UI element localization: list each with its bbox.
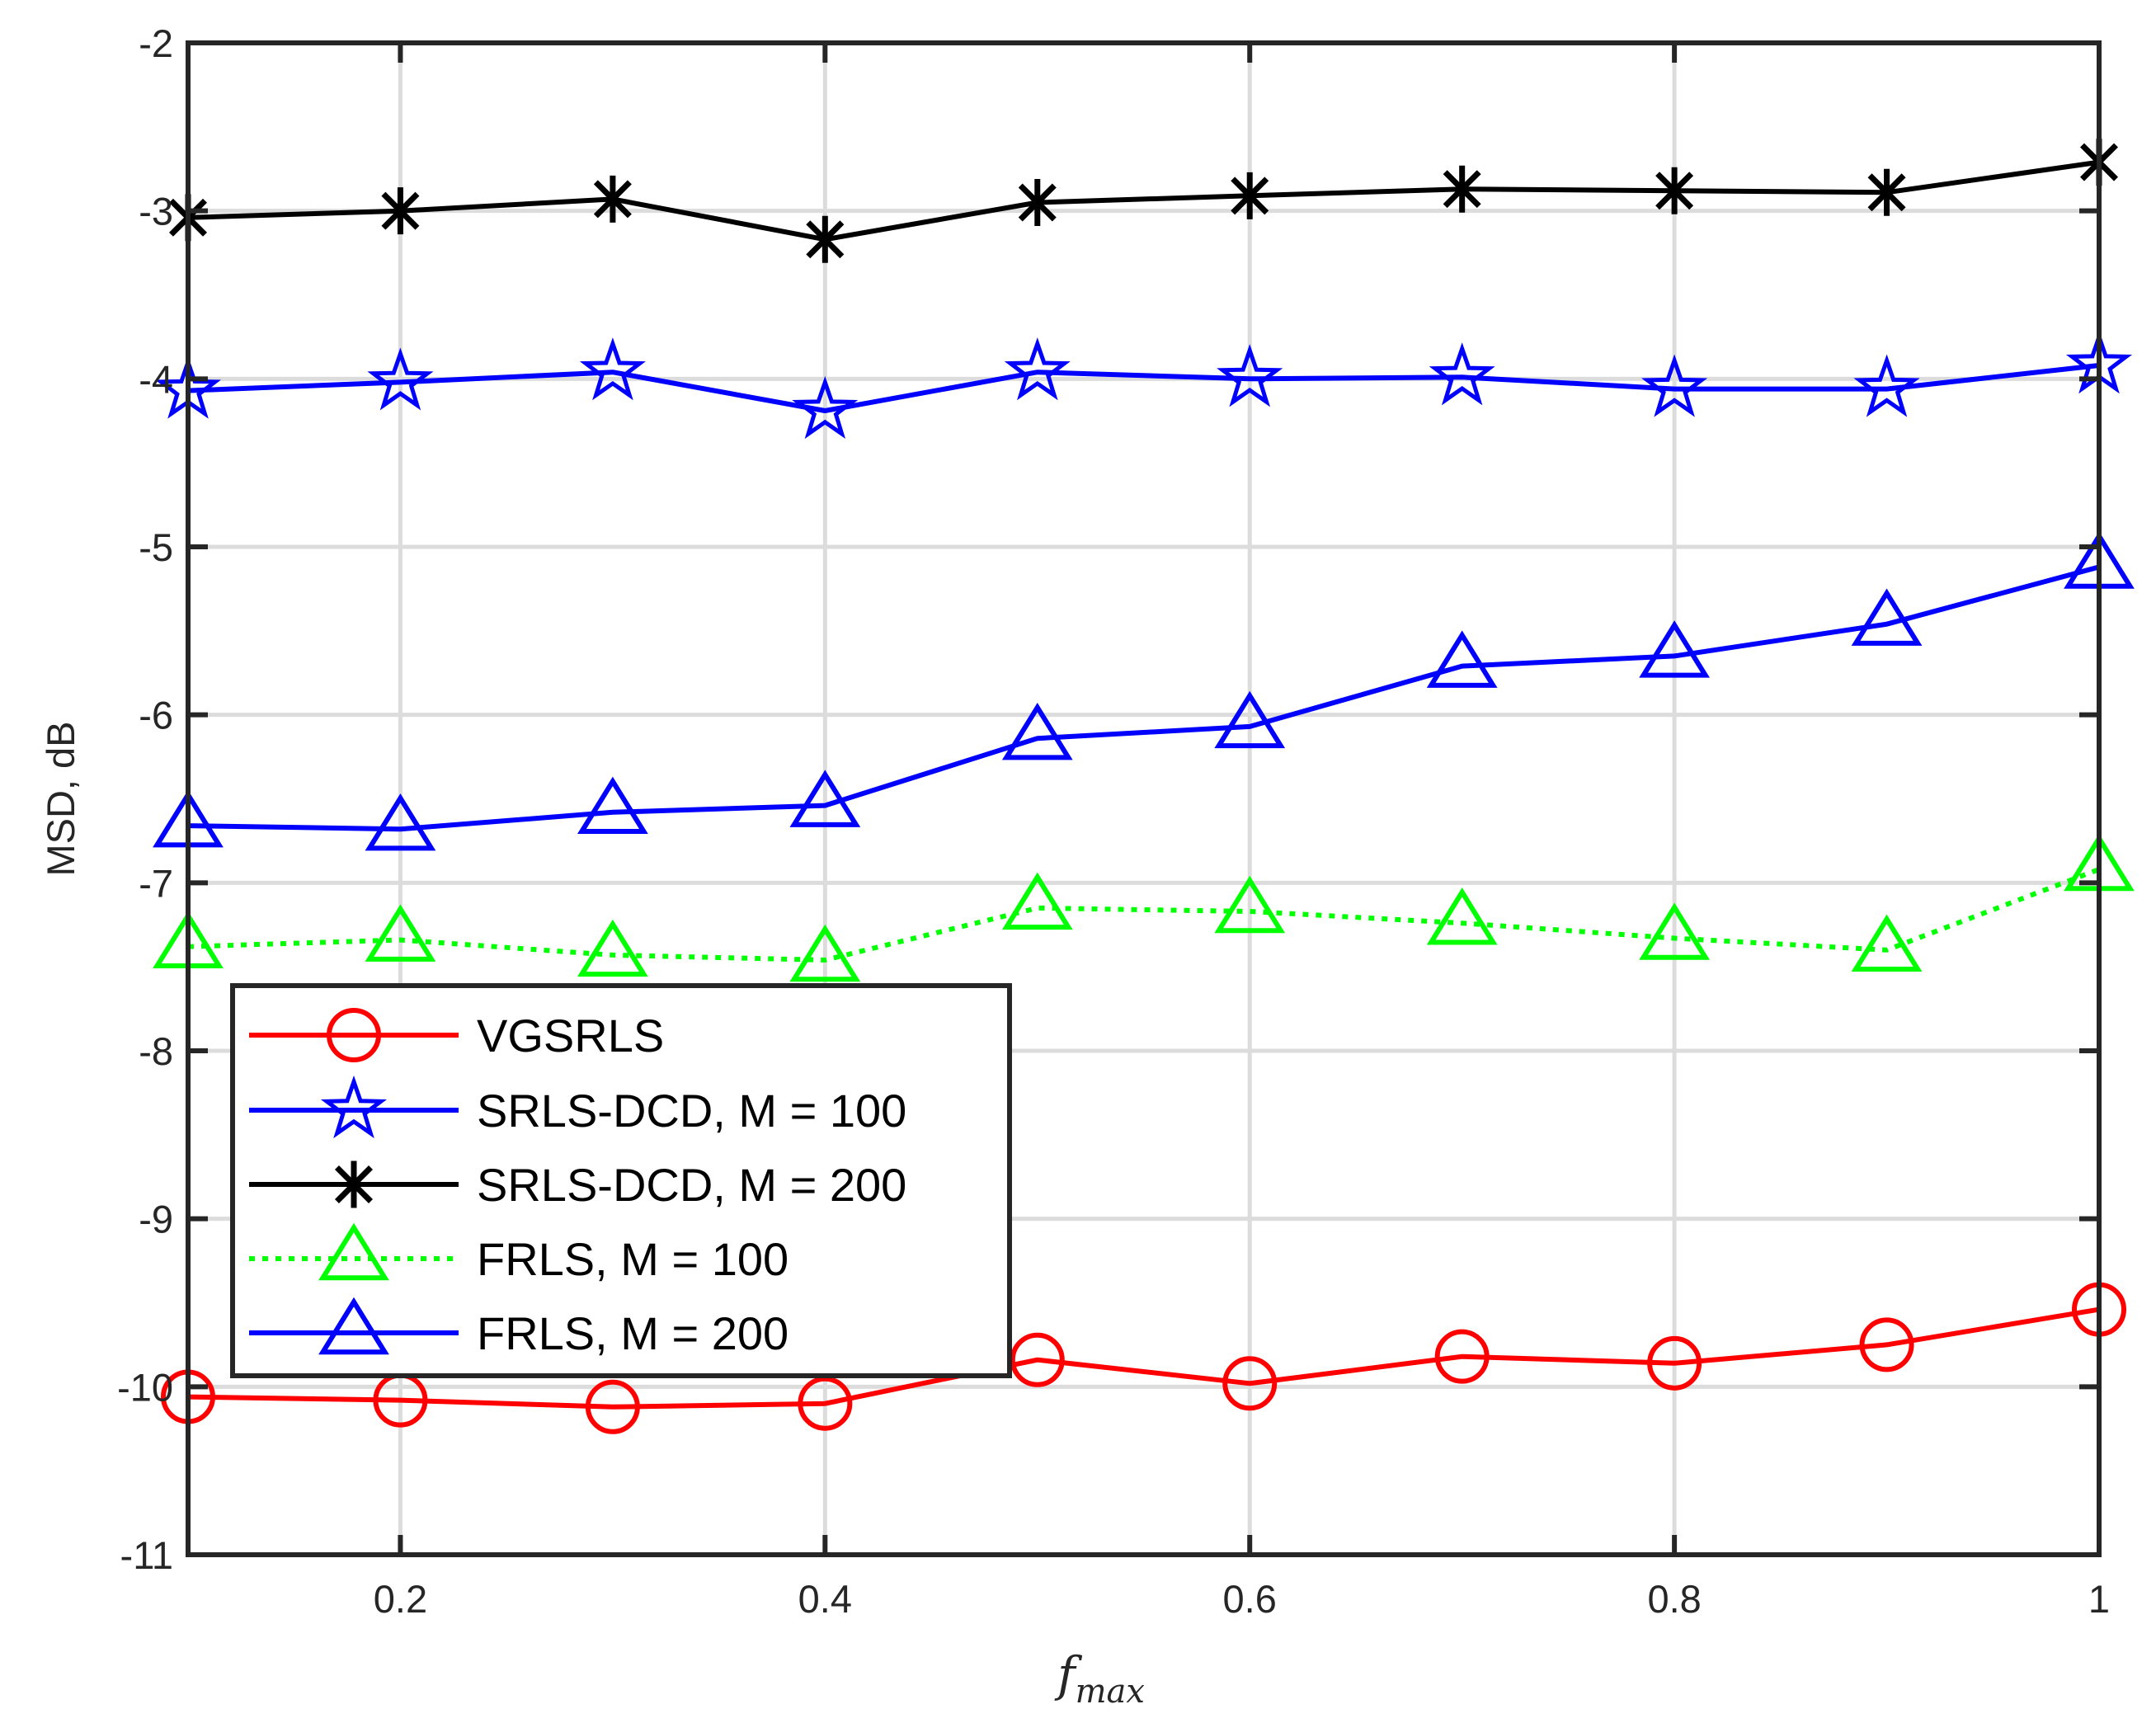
asterisk-stroke	[335, 1165, 373, 1203]
x-tick-label: 0.4	[798, 1577, 852, 1621]
triangle-marker	[577, 919, 648, 977]
y-tick-label: -9	[139, 1198, 173, 1241]
circle-marker	[1222, 1356, 1278, 1411]
star-marker	[1004, 337, 1071, 401]
y-tick-label: -3	[139, 190, 173, 233]
circle-marker	[1647, 1335, 1702, 1391]
legend-label: FRLS, M = 100	[477, 1233, 788, 1285]
star-marker	[1217, 344, 1283, 407]
asterisk-stroke	[1867, 173, 1906, 212]
triangle-marker	[1214, 690, 1286, 749]
y-tick-label: -6	[139, 694, 173, 737]
series-2	[169, 139, 2118, 263]
asterisk-stroke	[806, 220, 845, 259]
triangle-marker	[365, 904, 436, 962]
asterisk-marker	[1655, 167, 1694, 214]
triangle-marker	[318, 1297, 389, 1355]
x-tick-label: 0.8	[1647, 1577, 1701, 1621]
legend-label: SRLS-DCD, M = 200	[477, 1159, 906, 1211]
y-tick-label: -8	[139, 1029, 173, 1073]
y-tick-label: -11	[120, 1533, 173, 1577]
series-line	[187, 867, 2101, 963]
series-3	[153, 833, 2135, 982]
asterisk-marker	[335, 1160, 373, 1208]
star-marker	[579, 337, 646, 401]
series-line	[187, 363, 2100, 413]
legend-item-2: SRLS-DCD, M = 200	[249, 1159, 906, 1211]
legend-item-3: FRLS, M = 100	[249, 1222, 788, 1285]
circle-marker	[585, 1379, 640, 1434]
legend: VGSRLS SRLS-DCD, M = 100 SRLS-DCD, M = 200…	[230, 983, 1012, 1378]
triangle-marker	[789, 770, 861, 827]
series-line	[187, 159, 2100, 242]
triangle-marker	[1426, 630, 1498, 688]
x-tick-label: 0.6	[1223, 1577, 1277, 1621]
series-1	[154, 330, 2133, 440]
asterisk-stroke	[1655, 172, 1694, 210]
star-marker	[1853, 354, 1920, 417]
plot-frame	[186, 40, 2102, 1557]
triangle-marker	[1639, 620, 1710, 678]
y-tick-label: -7	[139, 861, 173, 905]
series-line	[187, 1306, 2100, 1410]
series-line	[187, 564, 2100, 832]
asterisk-marker	[381, 187, 420, 235]
y-tick-label: -4	[139, 357, 173, 401]
triangle-marker	[1851, 588, 1923, 646]
triangle-marker	[1851, 914, 1923, 972]
y-tick-label: -2	[139, 21, 173, 65]
axes: 0.2 0.4 0.6 0.8 1 -11 -10 -9 -8 -7 -6 -5 -4 -3 -2	[117, 21, 2110, 1621]
triangle-marker	[577, 776, 648, 835]
star-marker	[320, 1075, 388, 1139]
x-tick-label: 1	[2088, 1577, 2110, 1621]
legend-label: FRLS, M = 200	[477, 1307, 788, 1359]
asterisk-marker	[1443, 165, 1481, 213]
y-tick-label: -5	[139, 525, 173, 569]
circle-marker	[1859, 1317, 1914, 1372]
legend-label: SRLS-DCD, M = 100	[477, 1085, 906, 1137]
circle-marker	[327, 1008, 381, 1062]
asterisk-marker	[1231, 172, 1269, 219]
legend-item-4: FRLS, M = 200	[249, 1297, 788, 1359]
asterisk-marker	[593, 175, 632, 223]
circle-marker	[1434, 1329, 1490, 1384]
x-tick-label: 0.2	[374, 1577, 427, 1621]
x-axis-label-subscript: max	[1076, 1673, 1145, 1711]
asterisk-stroke	[381, 191, 420, 230]
legend-label: VGSRLS	[477, 1010, 664, 1062]
series-0	[161, 1282, 2126, 1434]
star-marker	[367, 347, 434, 411]
triangle-marker	[1001, 702, 1073, 760]
asterisk-stroke	[1231, 177, 1269, 215]
asterisk-stroke	[593, 180, 632, 219]
star-marker	[792, 375, 859, 440]
series-layer	[153, 139, 2135, 1434]
star-marker	[1641, 354, 1708, 417]
asterisk-marker	[1867, 168, 1906, 216]
y-axis-label: MSD, dB	[39, 721, 82, 876]
asterisk-marker	[1018, 178, 1057, 226]
circle-marker	[1010, 1332, 1065, 1387]
triangle-marker	[1214, 875, 1286, 934]
circle-marker	[798, 1376, 853, 1431]
asterisk-stroke	[1018, 183, 1057, 222]
triangle-marker	[1001, 872, 1073, 930]
asterisk-stroke	[1443, 170, 1481, 209]
triangle-marker	[365, 793, 436, 851]
asterisk-marker	[806, 215, 845, 263]
legend-item-0: VGSRLS	[249, 1008, 664, 1062]
triangle-marker	[1426, 887, 1498, 945]
star-marker	[1429, 342, 1495, 406]
triangle-marker	[1639, 902, 1710, 960]
triangle-marker	[318, 1222, 389, 1281]
triangle-marker	[789, 924, 861, 982]
y-tick-label: -10	[117, 1365, 173, 1409]
legend-item-1: SRLS-DCD, M = 100	[249, 1075, 906, 1139]
